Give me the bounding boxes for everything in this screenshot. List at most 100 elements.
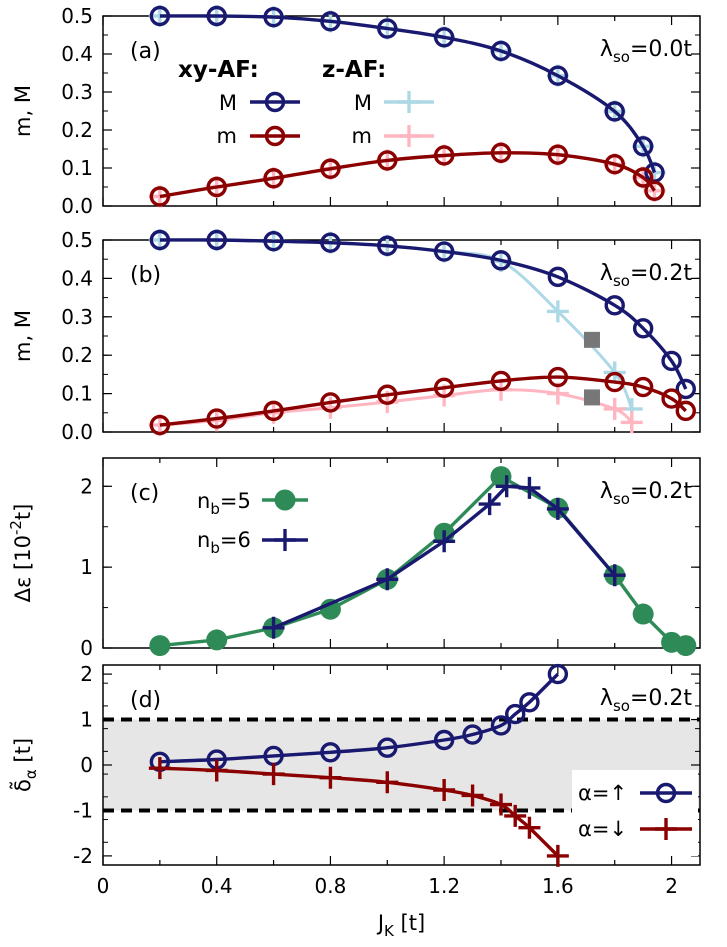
lambda-annotation: λso=0.2t <box>600 686 692 715</box>
data-point <box>319 766 342 789</box>
legend-d: α=↑ α=↓ <box>572 770 698 856</box>
data-point <box>583 331 600 348</box>
data-point <box>263 6 284 28</box>
data-point <box>675 378 696 400</box>
panel-a: 0.0 0.1 0.2 0.3 0.4 0.5 (a) <box>61 4 701 218</box>
data-point <box>518 476 541 499</box>
data-point <box>490 370 512 392</box>
data-point <box>148 757 171 780</box>
panel-label: (a) <box>130 39 161 64</box>
data-point <box>206 229 227 251</box>
data-point <box>495 475 518 498</box>
series-line <box>272 484 616 630</box>
panel-label: (d) <box>130 688 161 713</box>
series-nb=6 <box>262 475 626 639</box>
data-point <box>262 763 285 786</box>
data-point <box>433 729 455 751</box>
data-point <box>632 167 654 188</box>
legend-label-m: m <box>217 124 237 148</box>
series-xy-AF-M <box>149 5 665 183</box>
legend-marker <box>655 818 677 840</box>
data-point <box>377 235 398 256</box>
data-point <box>675 400 696 422</box>
data-point <box>547 266 569 288</box>
x-tick-label: 2 <box>665 874 678 898</box>
data-point <box>149 414 171 436</box>
data-point <box>632 318 654 339</box>
series-xy-AF-m <box>149 366 696 436</box>
y-tick-label: 0.3 <box>61 305 93 329</box>
data-point <box>433 779 456 801</box>
data-point <box>461 784 484 807</box>
series-α=↑ <box>149 663 569 773</box>
data-point <box>504 804 527 827</box>
x-tick-label: 1.2 <box>428 874 460 898</box>
data-point <box>263 230 284 252</box>
y-tick-label: 1 <box>80 708 93 732</box>
data-point <box>661 350 682 372</box>
y-tick-label: 0.1 <box>61 382 93 406</box>
data-point <box>519 692 540 713</box>
series-markers-marker <box>583 331 600 406</box>
data-point <box>632 136 654 157</box>
data-point <box>320 392 341 413</box>
data-point <box>462 724 483 745</box>
y-tick-label: -1 <box>73 798 93 822</box>
data-point <box>583 389 600 406</box>
data-point <box>376 568 399 591</box>
data-point <box>377 384 398 405</box>
legend-marker <box>264 125 286 147</box>
series-line <box>159 375 687 427</box>
data-point <box>620 411 643 434</box>
x-tick-label: 0.8 <box>315 874 347 898</box>
data-point <box>632 376 654 398</box>
data-point <box>319 598 341 620</box>
data-point <box>149 186 171 207</box>
panel-label: (b) <box>130 263 161 288</box>
data-point <box>206 5 227 27</box>
y-tick-label: 0 <box>80 636 93 660</box>
legend-header-z: z-AF: <box>322 57 386 83</box>
y-tick-label: 0.3 <box>61 80 93 104</box>
y-tick-label: 0.2 <box>61 343 93 367</box>
data-point <box>320 158 341 179</box>
data-point <box>433 530 456 553</box>
legend-header-xy: xy-AF: <box>178 57 259 83</box>
panel-c: 0 1 2 (c) <box>80 457 701 660</box>
data-point <box>320 232 341 253</box>
y-tick-label: 0.0 <box>61 194 93 218</box>
data-point <box>490 793 512 816</box>
series-z-AF-m <box>148 141 666 208</box>
y-tick-label: 0.4 <box>61 266 93 290</box>
legend-marker <box>274 489 296 511</box>
data-point <box>675 635 697 657</box>
data-point <box>546 844 569 867</box>
data-point <box>490 142 512 164</box>
y-axis-label: m, M <box>11 310 35 362</box>
data-point <box>518 816 541 839</box>
data-point <box>433 145 455 166</box>
data-point <box>149 5 171 27</box>
series-α=↓ <box>148 757 569 867</box>
y-tick-label: 0.2 <box>61 118 93 142</box>
legend-marker <box>274 529 296 551</box>
data-point <box>149 635 171 657</box>
y-tick-label: 2 <box>80 662 93 686</box>
legend-marker <box>398 125 420 147</box>
legend-box <box>572 770 698 856</box>
x-tick-label: 0.4 <box>201 874 233 898</box>
data-point <box>490 40 512 62</box>
data-point <box>632 603 654 625</box>
panel-b: 0.0 0.1 0.2 0.3 0.4 0.5 (b) <box>61 228 701 444</box>
y-axis-label: m, M <box>11 85 35 137</box>
data-point <box>206 408 227 429</box>
x-tick-label: 0 <box>97 874 110 898</box>
data-point <box>546 300 569 323</box>
legend-label-nb5: nb=5 <box>197 489 251 518</box>
data-point <box>205 759 228 782</box>
series-line <box>159 151 656 199</box>
y-tick-label: 1 <box>80 555 93 579</box>
x-tick-label: 1.6 <box>542 874 574 898</box>
data-point <box>547 65 569 86</box>
